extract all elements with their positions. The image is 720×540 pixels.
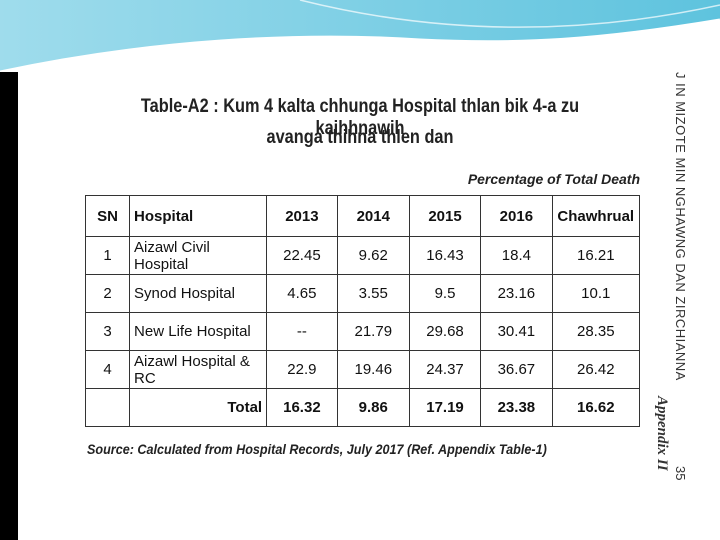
table-row: 2 Synod Hospital 4.65 3.55 9.5 23.16 10.1 bbox=[84, 274, 641, 313]
header-cell: SN bbox=[84, 195, 131, 237]
table-cell: 29.68 bbox=[408, 312, 482, 351]
table-cell: 10.1 bbox=[551, 274, 641, 313]
table-cell: 19.46 bbox=[336, 350, 410, 389]
table-cell: 1 bbox=[84, 236, 131, 275]
banner bbox=[0, 0, 720, 72]
total-cell: 17.19 bbox=[408, 388, 482, 427]
table-cell: 36.67 bbox=[480, 350, 553, 389]
header-cell: 2014 bbox=[336, 195, 410, 237]
header-cell: 2015 bbox=[408, 195, 482, 237]
table-cell: 3 bbox=[84, 312, 131, 351]
table-cell: New Life Hospital bbox=[129, 312, 268, 351]
appendix-label: Appendix II bbox=[654, 396, 670, 471]
total-cell: 16.32 bbox=[266, 388, 338, 427]
table-cell: 23.16 bbox=[480, 274, 553, 313]
table-row: 1 Aizawl Civil Hospital 22.45 9.62 16.43 18.4… bbox=[84, 236, 641, 275]
table-cell: 21.79 bbox=[336, 312, 410, 351]
table-cell: 26.42 bbox=[551, 350, 641, 389]
table-cell: 2 bbox=[84, 274, 131, 313]
table-cell: 9.5 bbox=[408, 274, 482, 313]
table-cell: 3.55 bbox=[336, 274, 410, 313]
side-heading: J IN MIZOTE MIN NGHAWNG DAN ZIRCHIANNA bbox=[673, 72, 688, 381]
total-cell: 23.38 bbox=[480, 388, 553, 427]
title-line: Table-A2 : Kum 4 kalta chhunga Hospital … bbox=[140, 96, 580, 139]
header-row: SN Hospital 2013 2014 2015 2016 Chawhrual bbox=[84, 195, 641, 237]
table-cell: 4 bbox=[84, 350, 131, 389]
data-table: SN Hospital 2013 2014 2015 2016 Chawhrual 1 Aiza… bbox=[84, 195, 641, 427]
total-cell: 9.86 bbox=[336, 388, 410, 427]
table-cell: 18.4 bbox=[480, 236, 553, 275]
header-cell: 2013 bbox=[266, 195, 338, 237]
table-cell: 24.37 bbox=[408, 350, 482, 389]
table-cell: 16.21 bbox=[551, 236, 641, 275]
header-cell: Chawhrual bbox=[551, 195, 641, 237]
subtitle: Percentage of Total Death bbox=[467, 171, 640, 187]
table-row: 4 Aizawl Hospital & RC 22.9 19.46 24.37 36.67… bbox=[84, 350, 641, 389]
total-label: Total bbox=[129, 388, 268, 427]
source-note: Source: Calculated from Hospital Records… bbox=[87, 441, 547, 457]
table-cell: 4.65 bbox=[266, 274, 338, 313]
header-cell: 2016 bbox=[480, 195, 553, 237]
table-cell: 30.41 bbox=[480, 312, 553, 351]
table-cell: -- bbox=[266, 312, 338, 351]
table-cell: Synod Hospital bbox=[129, 274, 268, 313]
table-cell: 9.62 bbox=[336, 236, 410, 275]
table-cell: 28.35 bbox=[551, 312, 641, 351]
table-cell: 22.9 bbox=[266, 350, 338, 389]
table-cell: Aizawl Civil Hospital bbox=[129, 236, 268, 275]
page-number: 35 bbox=[673, 466, 688, 481]
left-bar bbox=[0, 72, 18, 540]
table-cell: 22.45 bbox=[266, 236, 338, 275]
total-row: Total 16.32 9.86 17.19 23.38 16.62 bbox=[84, 388, 641, 427]
table-cell: 16.43 bbox=[408, 236, 482, 275]
table-cell bbox=[84, 388, 131, 427]
table-row: 3 New Life Hospital -- 21.79 29.68 30.41 28.35 bbox=[84, 312, 641, 351]
total-cell: 16.62 bbox=[551, 388, 641, 427]
title-line: avanga thihna thlen dan bbox=[266, 127, 454, 148]
header-cell: Hospital bbox=[129, 195, 268, 237]
table-cell: Aizawl Hospital & RC bbox=[129, 350, 268, 389]
